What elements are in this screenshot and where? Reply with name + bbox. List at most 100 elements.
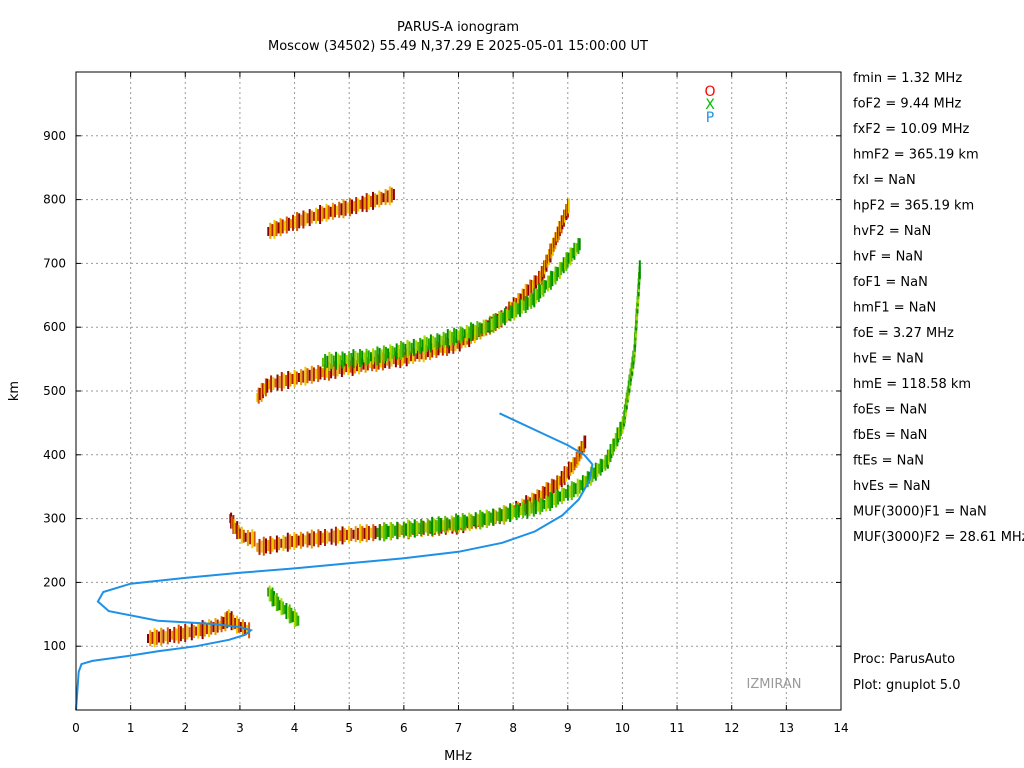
- o-mode-echo-mark: [266, 378, 269, 393]
- o-mode-echo-mark: [237, 618, 240, 633]
- x-mode-echo-mark: [330, 353, 333, 369]
- x-mode-echo-mark: [288, 604, 291, 624]
- o-mode-echo-mark: [326, 530, 329, 544]
- x-mode-echo-mark: [324, 354, 327, 370]
- o-mode-echo-mark: [361, 526, 364, 542]
- o-mode-echo-mark: [552, 479, 555, 494]
- x-mode-echo-mark: [453, 327, 456, 346]
- o-mode-echo-mark: [242, 529, 245, 543]
- o-mode-echo-mark: [328, 532, 331, 542]
- x-mode-echo-mark: [408, 341, 411, 356]
- o-mode-trace-5: [267, 186, 395, 239]
- o-mode-echo-mark: [339, 530, 342, 542]
- o-mode-echo-mark: [374, 193, 377, 208]
- x-mode-echo-mark: [528, 501, 531, 517]
- o-mode-echo-mark: [330, 363, 333, 379]
- x-mode-echo-mark: [574, 243, 577, 256]
- x-mode-echo-mark: [569, 247, 572, 266]
- x-mode-echo-mark: [599, 458, 602, 476]
- o-mode-echo-mark: [304, 211, 307, 226]
- o-mode-echo-mark: [541, 486, 544, 502]
- x-mode-echo-mark: [586, 471, 589, 488]
- o-mode-echo-mark: [190, 623, 193, 641]
- x-mode-echo-mark: [488, 317, 491, 334]
- o-mode-echo-mark: [348, 198, 351, 217]
- x-mode-echo-mark: [481, 511, 484, 527]
- o-mode-echo-mark: [538, 490, 541, 504]
- o-mode-echo-mark: [246, 530, 249, 546]
- o-mode-echo-mark: [313, 531, 315, 547]
- x-mode-echo-mark: [500, 509, 503, 522]
- o-mode-echo-mark: [186, 625, 189, 640]
- x-mode-echo-mark: [545, 495, 548, 512]
- o-mode-echo-mark: [210, 620, 213, 635]
- o-mode-echo-mark: [327, 205, 330, 220]
- x-mode-echo-mark: [564, 257, 567, 270]
- o-mode-echo-mark: [175, 628, 178, 641]
- x-mode-echo-mark: [287, 606, 289, 619]
- x-mode-echo-mark: [409, 521, 412, 537]
- o-mode-echo-mark: [439, 343, 442, 353]
- o-mode-echo-mark: [365, 193, 368, 213]
- x-mode-echo-mark: [391, 345, 394, 359]
- x-tick-label: 13: [779, 721, 794, 735]
- x-mode-echo-mark: [372, 348, 375, 365]
- x-tick-label: 6: [400, 721, 408, 735]
- o-mode-trace-2: [229, 512, 256, 549]
- x-mode-echo-mark: [293, 609, 296, 627]
- o-mode-echo-mark: [360, 357, 363, 372]
- grid-lines: [76, 72, 841, 710]
- x-mode-echo-mark: [348, 351, 351, 368]
- x-mode-echo-mark: [507, 508, 510, 520]
- o-mode-echo-mark: [292, 214, 294, 231]
- o-mode-echo-mark: [414, 348, 417, 362]
- x-mode-trace-1: [376, 260, 641, 542]
- param-line: ftEs = NaN: [853, 454, 924, 469]
- x-mode-echo-mark: [561, 262, 564, 272]
- o-mode-echo-mark: [300, 369, 303, 386]
- x-mode-echo-mark: [382, 345, 385, 364]
- x-mode-echo-mark: [513, 301, 516, 321]
- x-mode-echo-mark: [580, 480, 583, 491]
- x-mode-echo-mark: [492, 508, 495, 526]
- o-mode-echo-mark: [315, 368, 318, 379]
- x-mode-echo-mark: [601, 459, 604, 473]
- x-mode-echo-mark: [429, 334, 432, 353]
- x-mode-echo-mark: [519, 298, 521, 317]
- o-mode-echo-mark: [214, 618, 217, 636]
- x-mode-trace-2: [321, 238, 581, 371]
- o-mode-echo-mark: [572, 457, 575, 475]
- o-mode-echo-mark: [285, 375, 288, 386]
- x-mode-echo-mark: [572, 248, 575, 258]
- o-mode-echo-mark: [265, 538, 267, 554]
- x-tick-label: 1: [127, 721, 135, 735]
- x-mode-echo-mark: [385, 524, 388, 540]
- o-mode-echo-mark: [443, 341, 446, 354]
- x-mode-echo-mark: [572, 482, 575, 498]
- o-mode-echo-mark: [308, 369, 311, 381]
- o-mode-echo-mark: [173, 626, 176, 643]
- x-mode-echo-mark: [450, 515, 453, 532]
- o-mode-echo-mark: [262, 383, 264, 399]
- x-mode-echo-mark: [543, 280, 546, 294]
- o-mode-echo-mark: [263, 383, 266, 395]
- o-mode-echo-mark: [336, 205, 339, 215]
- x-mode-echo-mark: [278, 600, 281, 611]
- x-mode-echo-mark: [422, 520, 425, 534]
- o-mode-echo-mark: [275, 221, 278, 237]
- x-mode-echo-mark: [283, 605, 286, 615]
- o-mode-echo-mark: [390, 187, 393, 203]
- o-mode-echo-mark: [346, 202, 349, 214]
- o-mode-echo-mark: [454, 337, 457, 352]
- x-mode-echo-mark: [564, 489, 567, 499]
- x-mode-echo-mark: [415, 340, 417, 354]
- o-mode-echo-mark: [285, 216, 288, 234]
- o-mode-echo-mark: [559, 476, 562, 486]
- o-mode-echo-mark: [195, 626, 198, 636]
- x-mode-echo-mark: [498, 311, 501, 329]
- o-mode-echo-mark: [334, 526, 337, 546]
- o-mode-echo-mark: [310, 365, 313, 384]
- x-mode-echo-mark: [530, 292, 533, 309]
- x-mode-echo-mark: [440, 335, 443, 345]
- x-mode-echo-mark: [444, 333, 447, 346]
